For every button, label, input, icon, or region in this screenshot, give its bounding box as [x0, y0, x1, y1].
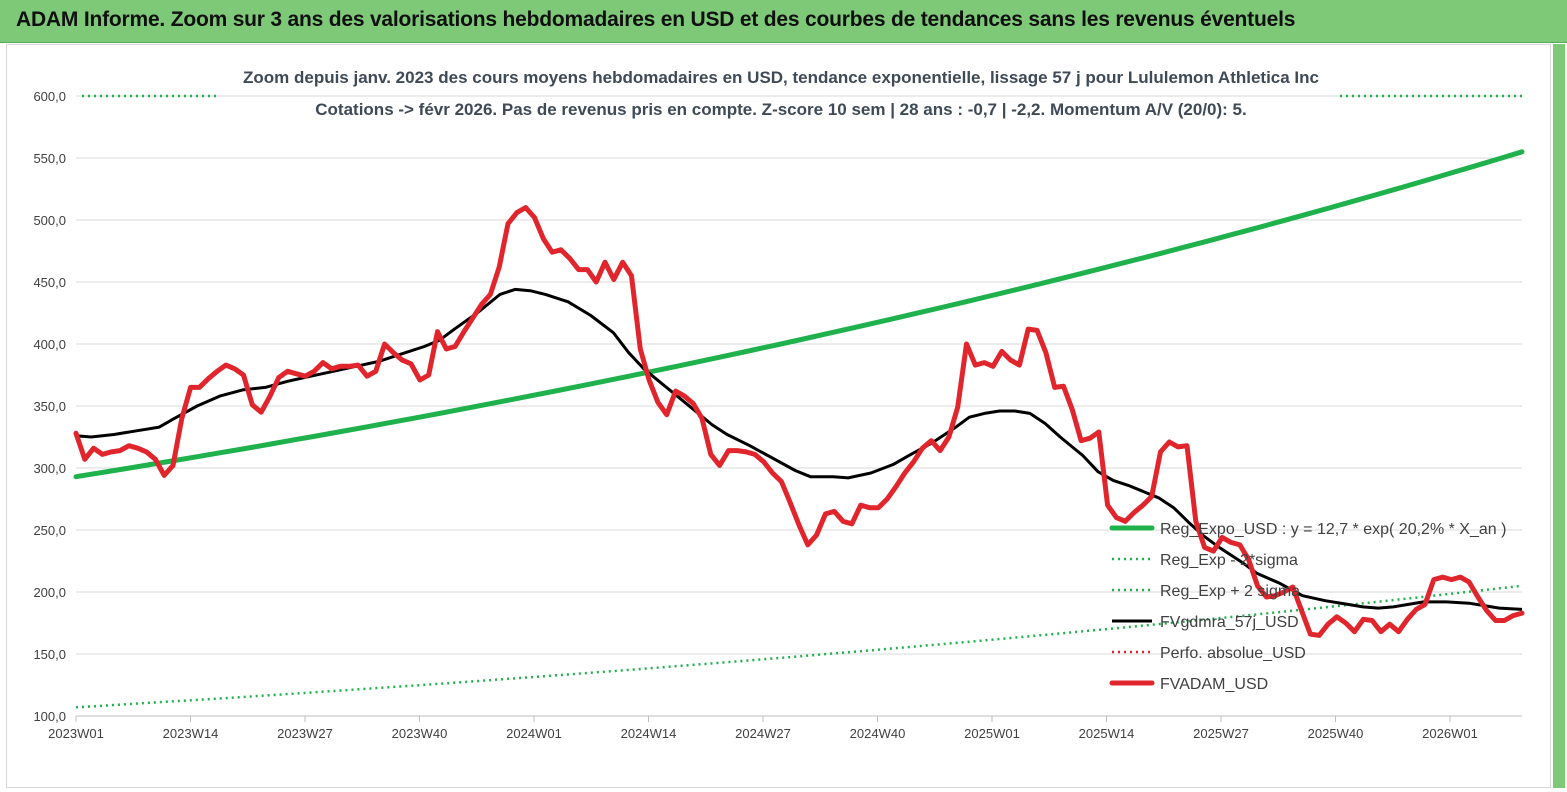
y-tick-label: 300,0	[33, 461, 66, 476]
y-tick-label: 100,0	[33, 709, 66, 724]
y-tick-label: 450,0	[33, 275, 66, 290]
y-tick-label: 150,0	[33, 647, 66, 662]
x-tick-label: 2025W01	[964, 726, 1020, 741]
y-tick-label: 500,0	[33, 213, 66, 228]
gridlines	[76, 95, 1522, 717]
legend-label: FVADAM_USD	[1160, 676, 1268, 693]
header-bar: ADAM Informe. Zoom sur 3 ans des valoris…	[0, 0, 1567, 43]
legend: Reg_Expo_USD : y = 12,7 * exp( 20,2% * X…	[1109, 521, 1506, 693]
series-line-3	[75, 287, 1523, 611]
report-title: ADAM Informe. Zoom sur 3 ans des valoris…	[16, 8, 1296, 31]
legend-label: FVgdmra_57j_USD	[1160, 614, 1299, 631]
y-tick-label: 350,0	[33, 399, 66, 414]
x-tick-label: 2025W14	[1079, 726, 1135, 741]
series-line-5	[73, 205, 1525, 638]
x-tick-label: 2023W40	[392, 726, 448, 741]
chart-title: Zoom depuis janv. 2023 des cours moyens …	[243, 68, 1319, 87]
x-axis-ticks: 2023W01 2023W14 2023W27 2023W40 2024W01 2024W…	[48, 716, 1478, 741]
right-accent-strip	[1553, 44, 1565, 788]
series-layer	[73, 94, 1525, 709]
chart-frame	[6, 44, 1551, 788]
y-axis-ticks: 100,0 150,0 200,0 250,0 300,0 350,0 400,0 450,0…	[33, 89, 66, 724]
y-tick-label: 600,0	[33, 89, 66, 104]
x-tick-label: 2025W40	[1308, 726, 1364, 741]
series-line-0	[73, 149, 1525, 480]
x-tick-label: 2024W27	[735, 726, 791, 741]
x-tick-label: 2026W01	[1422, 726, 1478, 741]
legend-label: Reg_Exp - 2*sigma	[1160, 552, 1298, 569]
y-tick-label: 550,0	[33, 151, 66, 166]
x-tick-label: 2024W40	[850, 726, 906, 741]
x-tick-label: 2023W01	[48, 726, 104, 741]
legend-label: Reg_Exp + 2 sigma	[1160, 583, 1300, 600]
y-tick-label: 400,0	[33, 337, 66, 352]
y-tick-label: 200,0	[33, 585, 66, 600]
x-tick-label: 2025W27	[1193, 726, 1249, 741]
y-tick-label: 250,0	[33, 523, 66, 538]
chart-subtitle: Cotations -> févr 2026. Pas de revenus p…	[315, 100, 1246, 119]
x-tick-label: 2023W14	[163, 726, 219, 741]
x-tick-label: 2023W27	[277, 726, 333, 741]
legend-label: Reg_Expo_USD : y = 12,7 * exp( 20,2% * X…	[1160, 521, 1506, 538]
series-line-1	[75, 584, 1523, 709]
legend-label: Perfo. absolue_USD	[1160, 645, 1306, 662]
x-tick-label: 2024W01	[506, 726, 562, 741]
x-tick-label: 2024W14	[621, 726, 677, 741]
